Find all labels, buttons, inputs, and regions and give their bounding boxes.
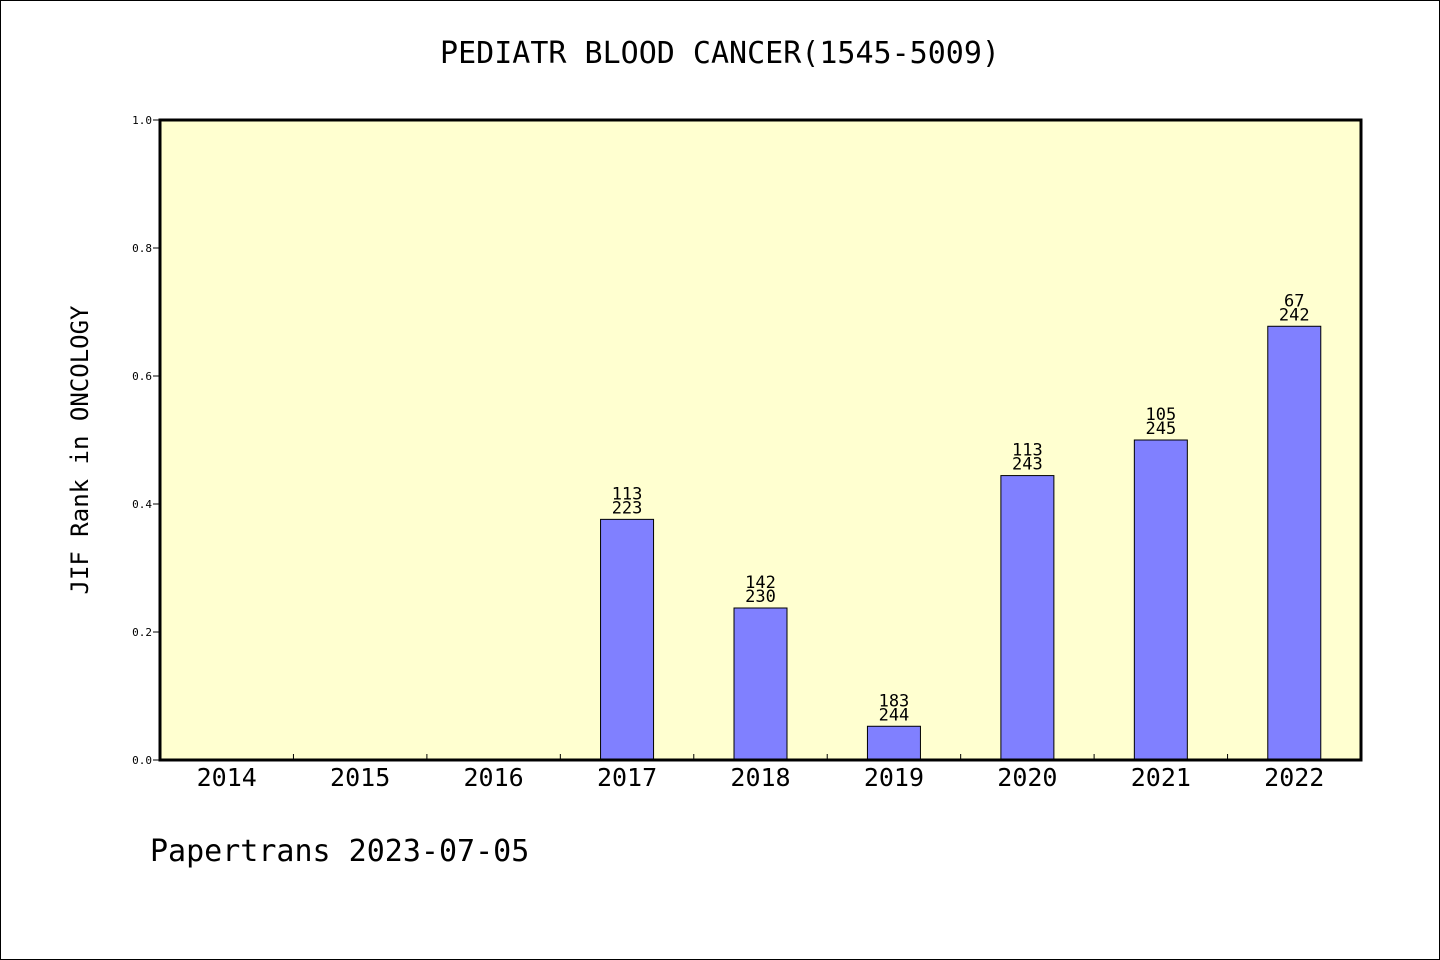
bar-2021 bbox=[1133, 439, 1188, 761]
bar-label-total-2022: 242 bbox=[1279, 305, 1310, 325]
bar-2018 bbox=[733, 607, 788, 761]
bar-label-total-2021: 245 bbox=[1145, 419, 1176, 439]
x-tick-label-2022: 2022 bbox=[1264, 763, 1324, 792]
bar-label-rank-2017: 113 bbox=[612, 484, 643, 504]
bar-label-rank-2021: 105 bbox=[1145, 405, 1176, 425]
x-tick-label-2020: 2020 bbox=[997, 763, 1057, 792]
x-tick-label-2018: 2018 bbox=[730, 763, 790, 792]
bar-2022 bbox=[1267, 325, 1322, 761]
chart-title: PEDIATR BLOOD CANCER(1545-5009) bbox=[440, 36, 1000, 71]
bar-label-total-2018: 230 bbox=[745, 587, 776, 607]
x-tick-label-2021: 2021 bbox=[1131, 763, 1191, 792]
bar-2019 bbox=[866, 725, 921, 761]
x-tick-label-2014: 2014 bbox=[197, 763, 257, 792]
bar-2020 bbox=[1000, 475, 1055, 761]
bar-label-rank-2019: 183 bbox=[879, 691, 910, 711]
y-tick-label: 0.6 bbox=[132, 370, 152, 383]
bar-label-total-2020: 243 bbox=[1012, 455, 1043, 475]
bar-label-rank-2022: 67 bbox=[1284, 291, 1304, 311]
x-tick-label-2017: 2017 bbox=[597, 763, 657, 792]
bar-label-rank-2018: 142 bbox=[745, 573, 776, 593]
y-tick-label: 0.2 bbox=[132, 626, 152, 639]
x-tick-label-2019: 2019 bbox=[864, 763, 924, 792]
plot-border bbox=[158, 118, 1363, 762]
y-tick-label: 0.4 bbox=[132, 498, 152, 511]
y-tick-label: 0.8 bbox=[132, 242, 152, 255]
bar-2017 bbox=[600, 518, 655, 761]
y-tick-label: 0.0 bbox=[132, 754, 152, 767]
footer-credit: Papertrans 2023-07-05 bbox=[150, 834, 530, 869]
y-tick-label: 1.0 bbox=[132, 114, 152, 127]
x-tick-label-2015: 2015 bbox=[330, 763, 390, 792]
x-tick-label-2016: 2016 bbox=[464, 763, 524, 792]
bar-label-total-2017: 223 bbox=[612, 498, 643, 518]
bar-label-total-2019: 244 bbox=[879, 705, 910, 725]
bar-label-rank-2020: 113 bbox=[1012, 441, 1043, 461]
